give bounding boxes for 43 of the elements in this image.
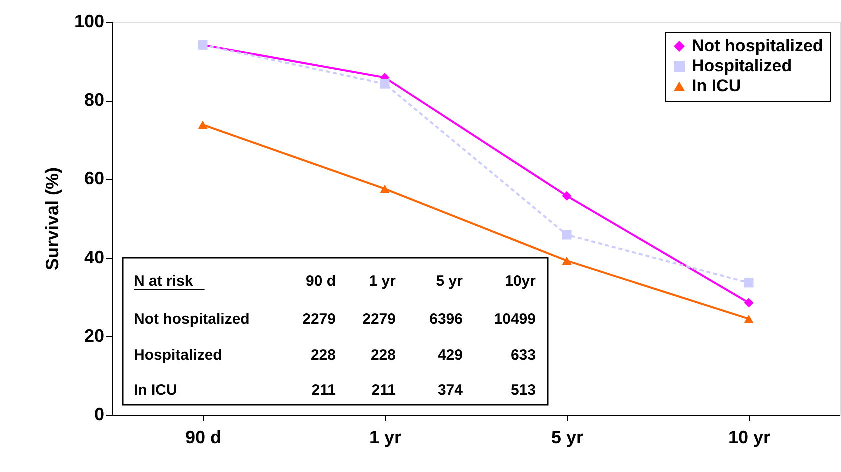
- annotation: 429: [438, 347, 463, 364]
- annotation: 10yr: [505, 273, 536, 290]
- annotation: Not hospitalized: [134, 311, 250, 328]
- annotation: 1 yr: [369, 273, 396, 290]
- annotation: 10499: [494, 311, 536, 328]
- x-tick-label: 1 yr: [369, 428, 402, 448]
- x-tick-label: 5 yr: [551, 428, 584, 448]
- point: [744, 278, 754, 288]
- x-tick-label: 90 d: [185, 428, 222, 448]
- y-tick-label: 80: [84, 90, 104, 110]
- legend-label: Hospitalized: [692, 56, 792, 76]
- annotation: 211: [312, 382, 336, 399]
- y-tick-label: 0: [94, 404, 104, 424]
- annotation: 228: [370, 347, 396, 364]
- point: [562, 230, 572, 240]
- point: [744, 315, 754, 324]
- y-tick-label: 40: [84, 247, 104, 268]
- point: [562, 256, 572, 266]
- annotation: 5 yr: [436, 273, 464, 290]
- point: [198, 120, 208, 130]
- y-tick-label: 100: [74, 12, 104, 32]
- annotation: 374: [438, 382, 464, 399]
- y-tick-label: 60: [84, 168, 104, 189]
- annotation: 6396: [430, 311, 463, 328]
- y-axis-title: Survival (%): [42, 167, 62, 271]
- point: [380, 79, 390, 89]
- annotation: Hospitalized: [134, 347, 222, 364]
- annotation: 633: [510, 347, 536, 364]
- legend-label: Not hospitalized: [692, 36, 824, 56]
- y-tick-label: 20: [84, 326, 104, 346]
- annotation: 2279: [302, 311, 336, 328]
- point: [562, 191, 572, 201]
- annotation: 90 d: [306, 273, 336, 290]
- legend-label: In ICU: [692, 76, 742, 96]
- annotation: In ICU: [134, 382, 178, 399]
- annotation: 228: [310, 347, 336, 364]
- point: [380, 184, 390, 194]
- annotation: N at risk: [134, 273, 194, 290]
- annotation: 513: [510, 382, 536, 399]
- annotation: 211: [372, 382, 396, 399]
- x-tick-label: 10 yr: [728, 428, 771, 448]
- annotation: 2279: [362, 311, 396, 328]
- point: [744, 298, 754, 308]
